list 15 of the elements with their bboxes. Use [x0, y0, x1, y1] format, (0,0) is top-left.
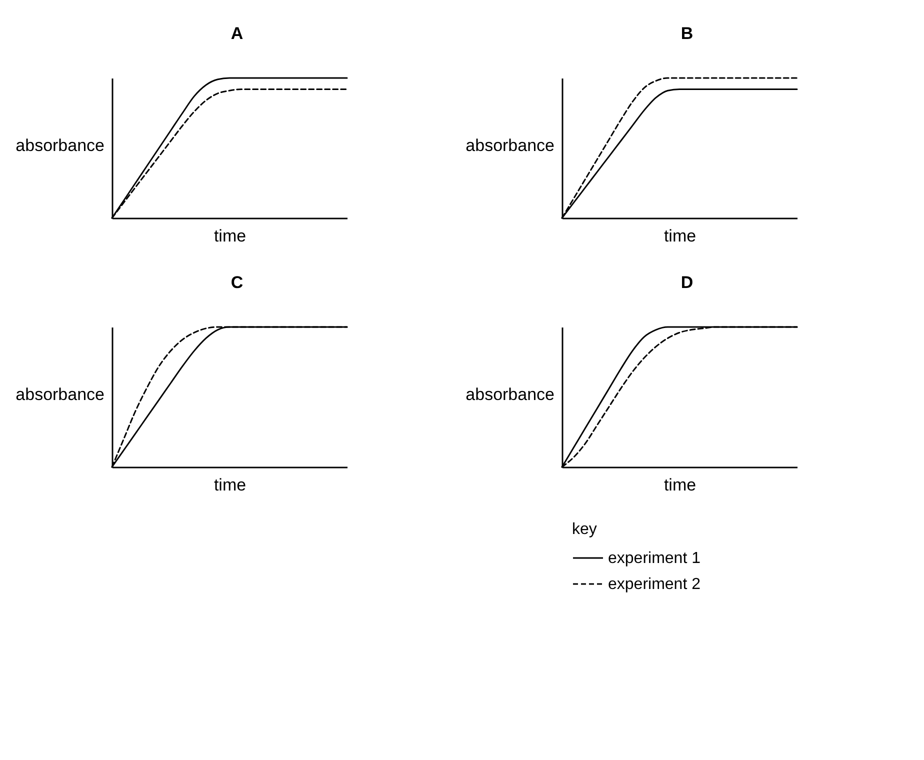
y-axis-title: absorbance: [16, 136, 104, 155]
chart-title: A: [230, 24, 244, 43]
y-axis-title: absorbance: [466, 385, 554, 404]
legend-label: experiment 2: [608, 576, 701, 593]
y-axis-title: absorbance: [16, 385, 104, 404]
x-axis-title: time: [214, 226, 246, 246]
legend-title: key: [572, 521, 597, 538]
chart-title: D: [680, 273, 694, 292]
legend-label: experiment 1: [608, 550, 701, 567]
chart-title: C: [230, 273, 244, 292]
chart-title: B: [680, 24, 694, 43]
x-axis-title: time: [214, 476, 246, 494]
y-axis-title: absorbance: [466, 136, 554, 155]
x-axis-title: time: [664, 476, 696, 494]
x-axis-title: time: [664, 226, 696, 246]
